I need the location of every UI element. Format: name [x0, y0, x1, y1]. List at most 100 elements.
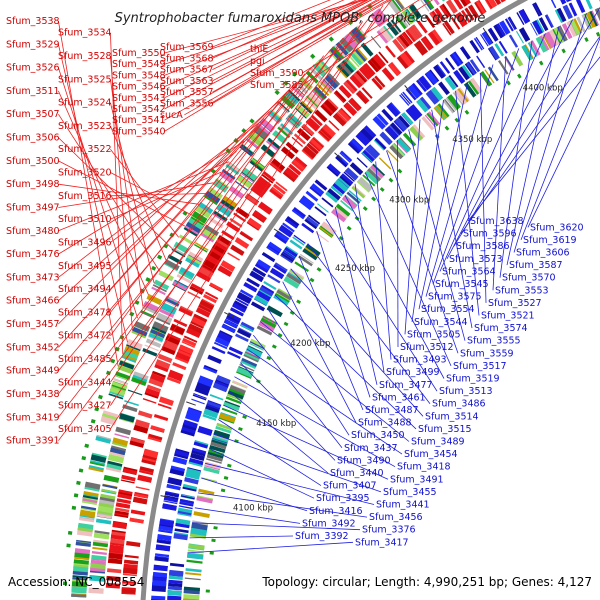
feature-block — [371, 78, 383, 90]
feature-block — [142, 454, 157, 461]
feature-block — [594, 7, 600, 22]
feature-block — [217, 331, 233, 343]
feature-block — [343, 195, 357, 208]
gene-label: Sfum_3517 — [453, 361, 507, 372]
feature-block — [108, 454, 124, 464]
feature-block — [122, 573, 137, 577]
feature-block — [421, 116, 435, 131]
feature-block — [436, 103, 450, 118]
leader-line — [411, 100, 444, 322]
feature-block — [395, 14, 408, 30]
gene-label: Sfum_3523 — [58, 121, 112, 132]
feature-block — [144, 392, 159, 399]
feature-block — [369, 167, 382, 180]
feature-block — [341, 58, 357, 74]
feature-block — [294, 156, 308, 168]
feature-block — [79, 517, 95, 523]
feature-block — [131, 376, 147, 386]
feature-block — [114, 512, 129, 517]
leader-line — [246, 348, 403, 455]
feature-block — [402, 132, 417, 147]
feature-block — [345, 167, 359, 181]
leader-line — [302, 0, 433, 86]
feature-block — [267, 243, 281, 253]
feature-block — [206, 454, 223, 462]
leader-line — [58, 64, 315, 348]
feature-block — [154, 556, 169, 562]
leader-line — [58, 0, 392, 441]
marker-dash — [98, 394, 103, 400]
feature-block — [343, 81, 356, 94]
gene-label: Sfum_3491 — [390, 474, 444, 485]
feature-block — [184, 577, 201, 581]
feature-block — [157, 353, 173, 364]
feature-block — [153, 564, 168, 572]
feature-block — [487, 27, 499, 42]
marker-dash — [105, 370, 111, 376]
feature-block — [167, 590, 182, 596]
feature-block — [133, 428, 148, 434]
leader-line — [234, 376, 396, 468]
feature-block — [241, 357, 258, 367]
leader-line — [396, 139, 399, 348]
feature-block — [90, 563, 106, 570]
feature-block — [186, 468, 201, 474]
leader-line — [455, 90, 480, 316]
gene-label: Sfum_3596 — [463, 229, 517, 240]
feature-block — [159, 308, 175, 318]
feature-block — [324, 75, 339, 90]
gene-label: Sfum_3487 — [365, 405, 419, 416]
feature-block — [464, 0, 472, 5]
feature-block — [182, 419, 198, 429]
feature-block — [304, 246, 319, 258]
tick-label: 4400 kbp — [523, 84, 563, 94]
feature-block — [173, 533, 188, 541]
feature-block — [318, 130, 331, 142]
leader-line — [431, 109, 473, 329]
marker-dash — [316, 267, 322, 272]
feature-block — [396, 36, 408, 50]
feature-block — [281, 252, 294, 263]
feature-block — [545, 14, 554, 28]
feature-block — [321, 126, 334, 139]
feature-block — [281, 224, 294, 234]
feature-block — [511, 50, 524, 67]
feature-block — [396, 138, 411, 153]
feature-block — [179, 501, 194, 507]
marker-dash — [242, 414, 247, 420]
feature-block — [242, 167, 258, 181]
feature-block — [409, 4, 422, 20]
feature-block — [192, 394, 207, 401]
feature-block — [89, 461, 105, 467]
feature-block — [168, 582, 183, 588]
feature-block — [475, 0, 486, 14]
feature-block — [413, 41, 427, 56]
feature-block — [210, 440, 227, 450]
leader-line — [240, 362, 336, 461]
feature-block — [106, 463, 122, 471]
feature-block — [236, 371, 252, 379]
marker-dash — [271, 344, 277, 349]
feature-block — [527, 42, 538, 58]
feature-block — [259, 317, 277, 330]
feature-block — [310, 114, 323, 127]
leader-line — [110, 111, 270, 290]
leader-line — [58, 90, 149, 295]
feature-block — [548, 29, 560, 46]
feature-block — [272, 183, 286, 195]
gene-label: Sfum_3392 — [295, 531, 349, 542]
feature-block — [357, 177, 373, 192]
feature-block — [450, 16, 461, 30]
leader-line — [307, 243, 431, 404]
marker-dash — [71, 505, 77, 510]
marker-dash — [328, 36, 334, 42]
feature-block — [91, 554, 107, 561]
feature-block — [356, 157, 368, 168]
marker-dash — [157, 254, 163, 260]
feature-block — [360, 42, 374, 57]
feature-block — [352, 50, 365, 64]
gene-label: Sfum_3450 — [351, 430, 405, 441]
feature-block — [576, 16, 586, 33]
marker-dash — [129, 311, 135, 317]
feature-block — [120, 479, 135, 484]
